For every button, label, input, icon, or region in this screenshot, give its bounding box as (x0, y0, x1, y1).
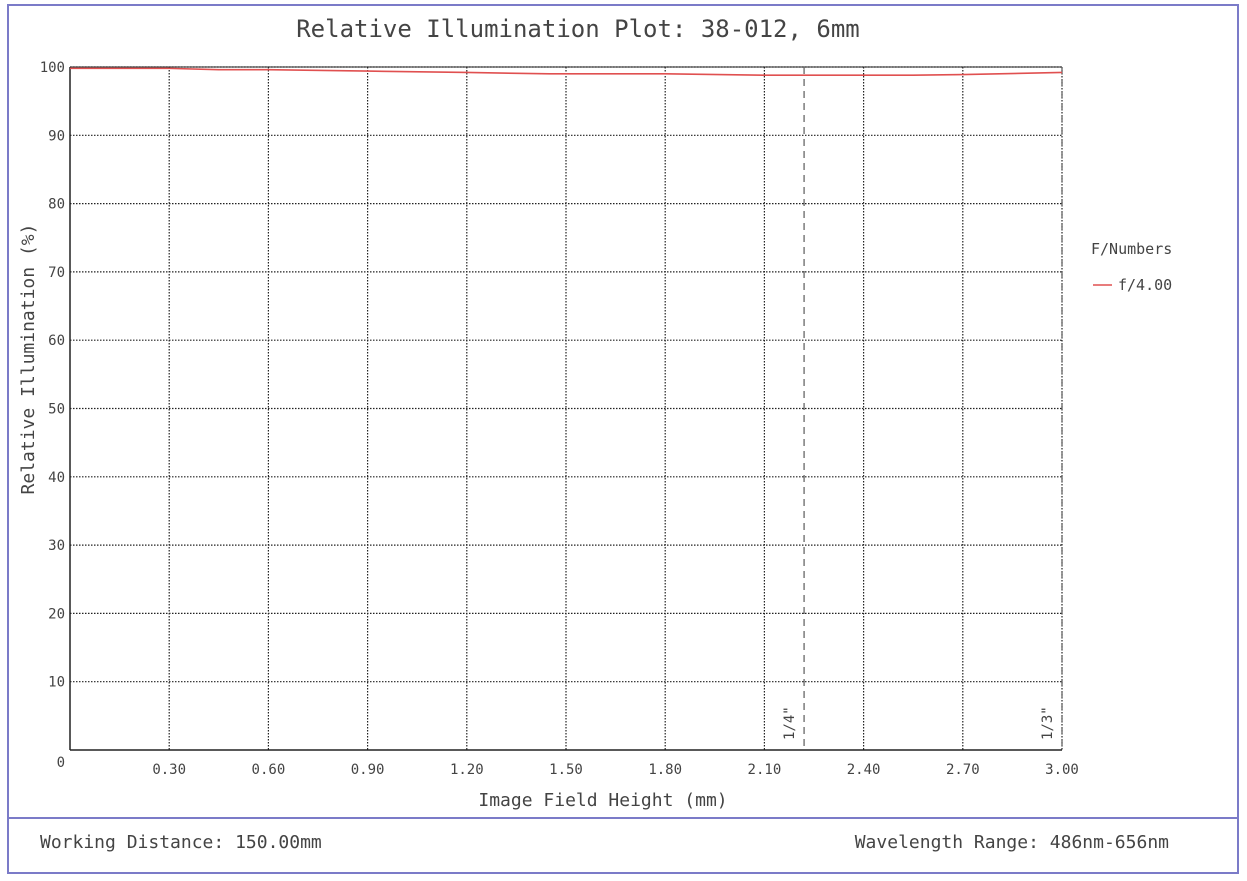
y-tick-label-8: 80 (48, 197, 65, 213)
x-tick-label-5: 1.80 (648, 762, 682, 778)
y-tick-labels: 0 10 20 30 40 50 60 70 80 90 100 (40, 60, 65, 771)
x-tick-label-4: 1.50 (549, 762, 583, 778)
x-tick-labels: 0.30 0.60 0.90 1.20 1.50 1.80 2.10 2.40 2.70 3.00 (152, 762, 1079, 778)
y-axis-label: Relative Illumination (%) (18, 224, 39, 495)
x-tick-label-8: 2.70 (946, 762, 980, 778)
working-distance-label: Working Distance: 150.00mm (40, 832, 322, 853)
series-line-0 (70, 67, 1063, 76)
marker-label-0: 1/4" (782, 706, 798, 740)
legend: f/4.00 (1093, 276, 1172, 294)
series-group (70, 67, 1063, 76)
x-tick-label-7: 2.40 (847, 762, 881, 778)
y-tick-label-9: 90 (48, 128, 65, 144)
y-tick-label-10: 100 (40, 60, 65, 76)
wavelength-range-label: Wavelength Range: 486nm-656nm (854, 832, 1169, 853)
x-tick-label-3: 1.20 (450, 762, 484, 778)
x-tick-label-0: 0.30 (152, 762, 186, 778)
y-tick-label-3: 30 (48, 538, 65, 554)
y-tick-label-7: 70 (48, 265, 65, 281)
y-tick-label-4: 40 (48, 470, 65, 486)
axes (69, 66, 1062, 751)
legend-entry-0: f/4.00 (1118, 276, 1172, 294)
y-tick-label-6: 60 (48, 333, 65, 349)
y-tick-label-2: 20 (48, 606, 65, 622)
grid (70, 66, 1063, 750)
chart-frame (7, 4, 1239, 874)
x-tick-label-1: 0.60 (252, 762, 286, 778)
y-tick-label-5: 50 (48, 402, 65, 418)
legend-title: F/Numbers (1091, 240, 1172, 258)
marker-label-1: 1/3" (1040, 706, 1056, 740)
x-tick-label-2: 0.90 (351, 762, 385, 778)
sensor-markers: 1/4" 1/3" (782, 67, 1063, 750)
x-axis-label: Image Field Height (mm) (478, 790, 727, 811)
chart-title: Relative Illumination Plot: 38-012, 6mm (296, 15, 860, 43)
footer-divider (7, 817, 1239, 819)
x-tick-label-9: 3.00 (1045, 762, 1079, 778)
y-tick-label-0: 0 (57, 755, 65, 771)
x-tick-label-6: 2.10 (748, 762, 782, 778)
y-tick-label-1: 10 (48, 675, 65, 691)
